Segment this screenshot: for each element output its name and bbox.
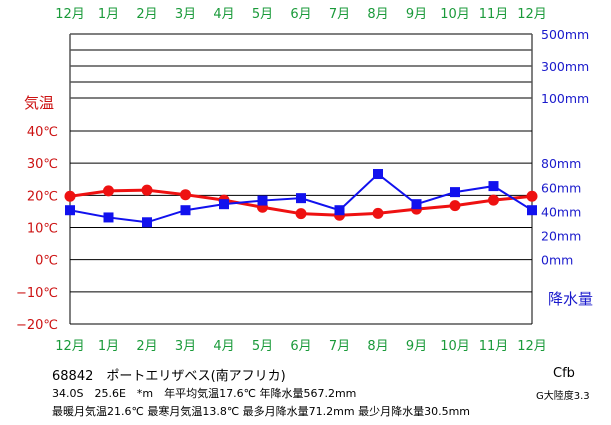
month-label-bottom: 11月 (479, 339, 509, 354)
precipitation-point (450, 187, 460, 198)
month-label-bottom: 6月 (290, 339, 311, 354)
temperature-tick-label: 0℃ (35, 254, 58, 269)
temperature-tick-label: −20℃ (16, 318, 58, 333)
precipitation-point (296, 193, 306, 204)
axis-labels: 12月 12月 1月 1月 2月 2月 3月 3月 4月 4月 5月 5月 6月 6月 7月 7月 8月 8月 9月… (16, 7, 593, 354)
temperature-tick-label: −10℃ (16, 286, 58, 301)
temperature-point (372, 207, 384, 219)
month-label-top: 8月 (367, 7, 388, 22)
month-label-top: 12月 (55, 7, 85, 22)
chart-grid (69, 33, 533, 325)
precipitation-point (103, 212, 114, 223)
temperature-tick-label: 10℃ (27, 222, 58, 237)
temperature-point (64, 190, 76, 202)
precipitation-tick-label: 40mm (541, 204, 581, 219)
data-series (64, 169, 538, 228)
temperature-point (488, 194, 499, 206)
month-label-top: 12月 (517, 7, 547, 22)
month-label-top: 6月 (290, 7, 311, 22)
month-label-bottom: 8月 (367, 339, 388, 354)
month-label-top: 1月 (98, 7, 119, 22)
month-label-bottom: 3月 (175, 339, 196, 354)
month-label-bottom: 5月 (252, 339, 273, 354)
month-label-bottom: 12月 (517, 339, 547, 354)
precipitation-point (142, 217, 152, 228)
precipitation-point (180, 205, 191, 216)
precipitation-tick-label: 500mm (541, 27, 589, 42)
precipitation-tick-label: 100mm (541, 91, 589, 106)
month-label-bottom: 7月 (329, 339, 350, 354)
temperature-axis-label: 気温 (24, 94, 54, 112)
month-label-top: 9月 (406, 7, 427, 22)
month-label-bottom: 12月 (55, 339, 85, 354)
temperature-tick-label: 40℃ (27, 125, 58, 140)
precipitation-tick-label: 80mm (541, 156, 581, 171)
temperature-point (180, 189, 191, 201)
temperature-tick-label: 30℃ (27, 157, 58, 172)
precipitation-point (219, 199, 229, 210)
precipitation-point (373, 169, 383, 180)
month-label-top: 10月 (440, 7, 470, 22)
month-label-top: 7月 (329, 7, 350, 22)
month-label-top: 4月 (213, 7, 234, 22)
precipitation-point (527, 205, 537, 216)
month-label-bottom: 2月 (136, 339, 157, 354)
precipitation-point (488, 181, 499, 192)
month-label-top: 5月 (252, 7, 273, 22)
precipitation-tick-label: 20mm (541, 229, 581, 244)
precipitation-point (334, 205, 345, 216)
precipitation-axis-label: 降水量 (548, 290, 593, 308)
month-label-top: 3月 (175, 7, 196, 22)
month-label-bottom: 4月 (213, 339, 234, 354)
temperature-tick-label: 20℃ (27, 189, 58, 204)
temperature-point (526, 190, 538, 202)
precipitation-tick-label: 0mm (541, 253, 573, 268)
precipitation-point (411, 199, 422, 210)
precipitation-tick-label: 300mm (541, 59, 589, 74)
month-label-top: 2月 (136, 7, 157, 22)
temperature-point (141, 184, 153, 196)
month-label-bottom: 10月 (440, 339, 470, 354)
precipitation-point (65, 205, 75, 216)
temperature-point (295, 208, 307, 220)
temperature-point (103, 185, 114, 197)
month-label-bottom: 9月 (406, 339, 427, 354)
month-label-top: 11月 (479, 7, 509, 22)
precipitation-tick-label: 60mm (541, 180, 581, 195)
month-label-bottom: 1月 (98, 339, 119, 354)
temperature-point (449, 200, 461, 212)
precipitation-point (257, 195, 268, 206)
